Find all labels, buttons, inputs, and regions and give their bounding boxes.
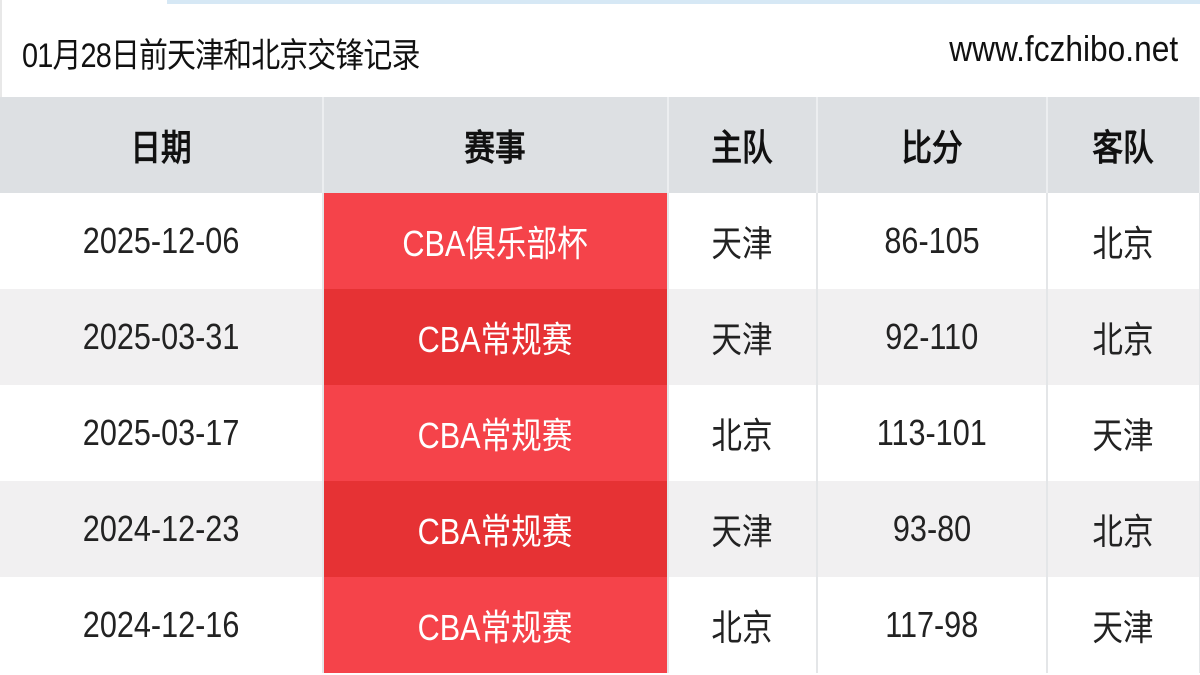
cell-event: CBA常规赛: [323, 577, 669, 673]
cell-score: 92-110: [817, 289, 1048, 385]
date-text: 2025-03-17: [82, 412, 240, 453]
cell-score: 93-80: [817, 481, 1048, 577]
cell-event: CBA俱乐部杯: [323, 193, 669, 289]
event-text: CBA常规赛: [418, 511, 573, 552]
top-border: [167, 0, 1200, 4]
cell-date: 2025-03-31: [0, 289, 324, 385]
away-text: 天津: [1092, 607, 1155, 648]
cell-home: 天津: [668, 193, 818, 289]
away-text: 北京: [1092, 319, 1155, 360]
home-text: 天津: [711, 223, 774, 264]
cell-away: 天津: [1047, 385, 1200, 481]
date-text: 2024-12-23: [82, 508, 240, 549]
col-event: 赛事: [323, 97, 669, 193]
score-text: 92-110: [885, 316, 979, 357]
cell-score: 113-101: [817, 385, 1048, 481]
left-border: [0, 0, 2, 97]
home-text: 天津: [711, 319, 774, 360]
cell-away: 北京: [1047, 289, 1200, 385]
away-text: 天津: [1092, 415, 1155, 456]
table-row: 2024-12-16 CBA常规赛 北京 117-98 天津: [0, 577, 1200, 673]
table-row: 2025-12-06 CBA俱乐部杯 天津 86-105 北京: [0, 193, 1200, 289]
site-url: www.fczhibo.net: [949, 28, 1178, 69]
score-text: 93-80: [892, 508, 972, 549]
home-text: 天津: [711, 511, 774, 552]
table-row: 2025-03-17 CBA常规赛 北京 113-101 天津: [0, 385, 1200, 481]
col-date: 日期: [0, 97, 324, 193]
cell-score: 117-98: [817, 577, 1048, 673]
score-text: 86-105: [884, 220, 980, 261]
cell-away: 北京: [1047, 193, 1200, 289]
score-text: 113-101: [876, 412, 988, 453]
event-text: CBA常规赛: [418, 607, 573, 648]
cell-score: 86-105: [817, 193, 1048, 289]
table-row: 2025-03-31 CBA常规赛 天津 92-110 北京: [0, 289, 1200, 385]
page-title: 01月28日前天津和北京交锋记录: [22, 37, 420, 75]
cell-date: 2025-03-17: [0, 385, 324, 481]
col-away: 客队: [1047, 97, 1200, 193]
home-text: 北京: [711, 607, 774, 648]
col-score: 比分: [817, 97, 1048, 193]
cell-date: 2024-12-23: [0, 481, 324, 577]
away-text: 北京: [1092, 511, 1155, 552]
event-text: CBA常规赛: [418, 415, 573, 456]
home-text: 北京: [711, 415, 774, 456]
cell-away: 北京: [1047, 481, 1200, 577]
away-text: 北京: [1092, 223, 1155, 264]
date-text: 2025-12-06: [82, 220, 240, 261]
date-text: 2024-12-16: [82, 604, 240, 645]
cell-date: 2025-12-06: [0, 193, 324, 289]
cell-home: 北京: [668, 385, 818, 481]
match-history-table: 日期 赛事 主队 比分 客队 2025-12-06 CBA俱乐部杯 天津 86-105…: [0, 97, 1200, 673]
table-row: 2024-12-23 CBA常规赛 天津 93-80 北京: [0, 481, 1200, 577]
cell-home: 北京: [668, 577, 818, 673]
cell-event: CBA常规赛: [323, 385, 669, 481]
cell-event: CBA常规赛: [323, 289, 669, 385]
col-home: 主队: [668, 97, 818, 193]
cell-away: 天津: [1047, 577, 1200, 673]
event-text: CBA常规赛: [418, 319, 573, 360]
score-text: 117-98: [885, 604, 979, 645]
cell-home: 天津: [668, 289, 818, 385]
cell-date: 2024-12-16: [0, 577, 324, 673]
cell-home: 天津: [668, 481, 818, 577]
cell-event: CBA常规赛: [323, 481, 669, 577]
table-header: 日期 赛事 主队 比分 客队: [0, 97, 1200, 193]
event-text: CBA俱乐部杯: [402, 223, 589, 264]
date-text: 2025-03-31: [82, 316, 240, 357]
